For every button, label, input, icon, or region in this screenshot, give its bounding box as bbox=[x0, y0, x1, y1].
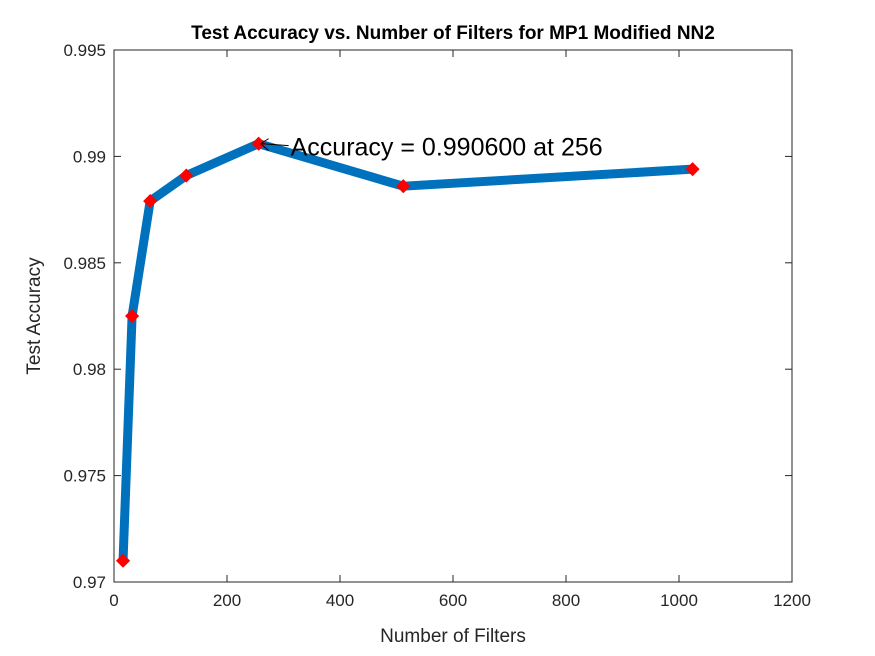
annotation-layer: Accuracy = 0.990600 at 256 bbox=[259, 134, 603, 162]
x-tick-label: 800 bbox=[552, 591, 580, 610]
x-tick-label: 0 bbox=[109, 591, 118, 610]
annotation-arrowhead bbox=[259, 138, 269, 152]
data-point bbox=[179, 168, 194, 183]
x-tick-label: 1200 bbox=[773, 591, 811, 610]
data-point bbox=[115, 553, 131, 568]
plot-area bbox=[113, 49, 793, 583]
data-point bbox=[396, 179, 411, 194]
annotation-text: Accuracy = 0.990600 at 256 bbox=[291, 134, 603, 162]
data-point bbox=[143, 194, 158, 209]
x-tick-label: 1000 bbox=[660, 591, 698, 610]
x-axis-label: Number of Filters bbox=[380, 626, 526, 647]
y-tick-label: 0.98 bbox=[73, 360, 106, 379]
data-point bbox=[125, 308, 140, 324]
y-axis-label: Test Accuracy bbox=[24, 257, 45, 375]
y-axis: 0.97 0.975 0.98 0.985 0.99 0.995 bbox=[63, 41, 792, 592]
x-tick-label: 200 bbox=[213, 591, 241, 610]
data-point bbox=[251, 136, 266, 151]
x-axis: 0 200 400 600 800 1000 1200 bbox=[109, 50, 811, 610]
annotation-arrow bbox=[260, 143, 289, 147]
y-tick-label: 0.985 bbox=[63, 254, 106, 273]
y-tick-label: 0.99 bbox=[73, 147, 106, 166]
y-tick-label: 0.995 bbox=[63, 41, 106, 60]
chart-title: Test Accuracy vs. Number of Filters for … bbox=[191, 23, 715, 44]
x-tick-label: 600 bbox=[439, 591, 467, 610]
y-tick-label: 0.97 bbox=[73, 573, 106, 592]
x-tick-label: 400 bbox=[326, 591, 354, 610]
series-layer bbox=[115, 136, 700, 568]
data-point bbox=[685, 162, 700, 177]
y-tick-label: 0.975 bbox=[63, 467, 106, 486]
